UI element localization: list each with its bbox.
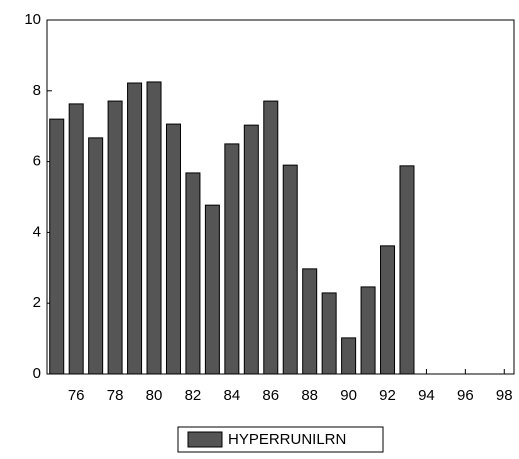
bar <box>49 118 65 375</box>
x-tick-label: 82 <box>185 387 202 404</box>
legend-swatch <box>187 431 223 448</box>
bar <box>360 286 376 375</box>
bar <box>321 292 337 375</box>
bar <box>341 337 357 375</box>
bar <box>165 123 181 375</box>
x-tick-label: 86 <box>262 387 279 404</box>
bar <box>282 164 298 375</box>
bar <box>107 100 123 375</box>
bar <box>185 172 201 375</box>
bar <box>224 143 240 375</box>
y-tick-label: 10 <box>24 11 41 28</box>
bar <box>127 82 143 375</box>
bar <box>380 245 396 375</box>
bar <box>302 268 318 375</box>
bar <box>146 81 162 375</box>
bar <box>204 204 220 375</box>
x-tick-label: 96 <box>457 387 474 404</box>
y-tick-label: 0 <box>33 365 41 382</box>
x-tick-label: 78 <box>107 387 124 404</box>
legend-label: HYPERRUNILRN <box>228 431 346 448</box>
plot-frame <box>46 19 515 375</box>
x-tick-label: 94 <box>418 387 435 404</box>
bar <box>243 124 259 375</box>
x-tick-label: 90 <box>340 387 357 404</box>
x-tick-label: 80 <box>146 387 163 404</box>
x-tick-label: 76 <box>68 387 85 404</box>
x-tick-label: 92 <box>379 387 396 404</box>
y-tick-label: 4 <box>33 223 41 240</box>
bar <box>263 100 279 375</box>
bar <box>88 137 104 375</box>
x-tick-label: 84 <box>224 387 241 404</box>
y-tick-label: 8 <box>33 82 41 99</box>
y-tick-label: 6 <box>33 153 41 170</box>
bar <box>68 103 84 375</box>
x-tick-label: 98 <box>496 387 513 404</box>
y-tick-label: 2 <box>33 294 41 311</box>
bar <box>399 165 415 375</box>
x-tick-label: 88 <box>301 387 318 404</box>
